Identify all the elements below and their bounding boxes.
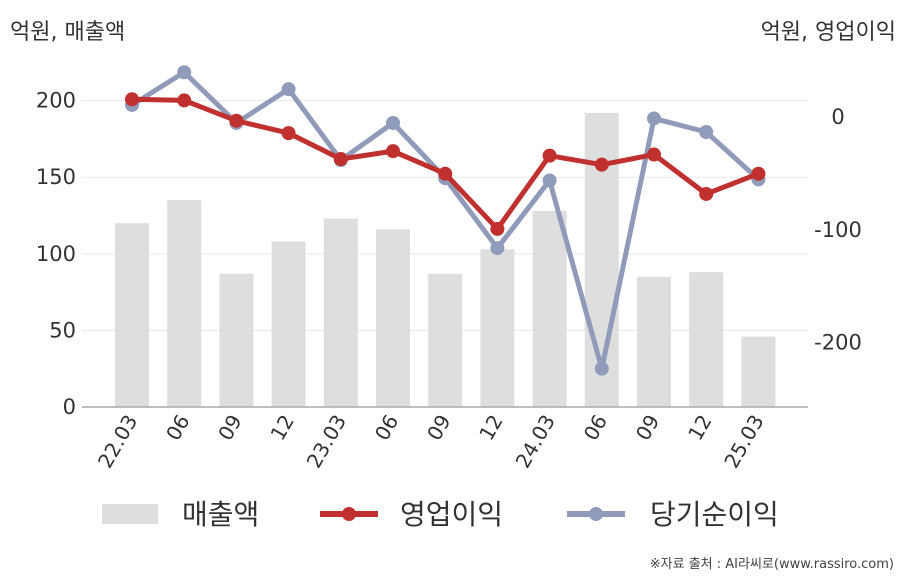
- bar: [428, 273, 463, 407]
- data-point: [490, 221, 505, 236]
- x-tick-label: 24.03: [511, 411, 560, 473]
- data-point: [542, 173, 557, 188]
- left-axis-ticks: 0 50 100 150 200: [36, 89, 76, 419]
- line-series-group: [125, 65, 766, 376]
- x-tick-label: 22.03: [93, 411, 142, 473]
- bar: [167, 200, 202, 407]
- x-tick-label: 12: [683, 411, 717, 445]
- legend-marker: [589, 507, 603, 521]
- legend-label: 당기순이익: [650, 498, 779, 531]
- line-series-operating-income: [125, 92, 766, 236]
- source-note: ※자료 출처 : AI라씨로(www.rassiro.com): [649, 557, 894, 572]
- data-point: [386, 144, 400, 159]
- bar-series-revenue: [115, 112, 776, 408]
- x-tick-label: 09: [631, 411, 665, 445]
- data-point: [333, 152, 348, 167]
- data-point: [438, 166, 453, 181]
- data-point: [647, 147, 661, 162]
- data-point: [386, 115, 400, 130]
- legend: 매출액 영업이익 당기순이익: [102, 498, 779, 531]
- legend-item-revenue: 매출액: [102, 498, 259, 531]
- bar: [271, 241, 306, 407]
- data-point: [490, 241, 505, 256]
- right-tick-label: 0: [831, 105, 844, 129]
- legend-swatch: [102, 504, 158, 524]
- legend-label: 영업이익: [400, 498, 503, 531]
- data-point: [647, 111, 661, 126]
- x-tick-label: 06: [161, 411, 195, 445]
- data-point: [177, 65, 192, 80]
- bar: [376, 229, 410, 407]
- left-tick-label: 200: [36, 89, 76, 113]
- x-tick-label: 09: [422, 411, 456, 445]
- data-point: [699, 124, 714, 139]
- x-tick-label: 06: [579, 411, 613, 445]
- bar: [689, 272, 724, 407]
- data-point: [542, 148, 557, 163]
- data-point: [594, 157, 609, 172]
- right-tick-label: -100: [814, 218, 862, 242]
- x-tick-label: 25.03: [719, 411, 768, 473]
- data-point: [751, 166, 766, 181]
- x-tick-label: 09: [213, 411, 247, 445]
- left-tick-label: 50: [49, 318, 76, 342]
- data-point: [281, 126, 296, 141]
- legend-marker: [342, 507, 356, 521]
- x-tick-label: 12: [265, 411, 299, 445]
- right-tick-label: -200: [814, 331, 862, 355]
- x-tick-label: 06: [370, 411, 404, 445]
- data-point: [699, 186, 714, 201]
- data-point: [125, 92, 139, 107]
- x-axis-ticks: 22.03 06 09 12 23.03 06 09 12 24.03 06 09 12 25.03: [93, 411, 769, 473]
- left-tick-label: 150: [36, 165, 76, 189]
- bar: [219, 273, 254, 407]
- x-tick-label: 12: [474, 411, 508, 445]
- data-point: [177, 93, 192, 108]
- bar: [480, 249, 515, 407]
- right-axis-ticks: 0 -100 -200: [814, 105, 862, 354]
- bar: [741, 336, 776, 407]
- left-axis-unit: 억원, 매출액: [10, 20, 126, 45]
- bar: [532, 210, 567, 407]
- x-tick-label: 23.03: [302, 411, 351, 473]
- legend-item-net-income: 당기순이익: [567, 498, 779, 531]
- data-point: [281, 82, 296, 97]
- data-point: [229, 113, 244, 128]
- left-tick-label: 100: [36, 242, 76, 266]
- bar: [323, 218, 358, 407]
- bar: [115, 223, 149, 407]
- legend-item-operating-income: 영업이익: [320, 498, 503, 531]
- bar: [637, 276, 671, 407]
- left-tick-label: 0: [63, 395, 76, 419]
- data-point: [594, 361, 609, 376]
- right-axis-unit: 억원, 영업이익: [760, 20, 896, 45]
- legend-label: 매출액: [182, 498, 259, 531]
